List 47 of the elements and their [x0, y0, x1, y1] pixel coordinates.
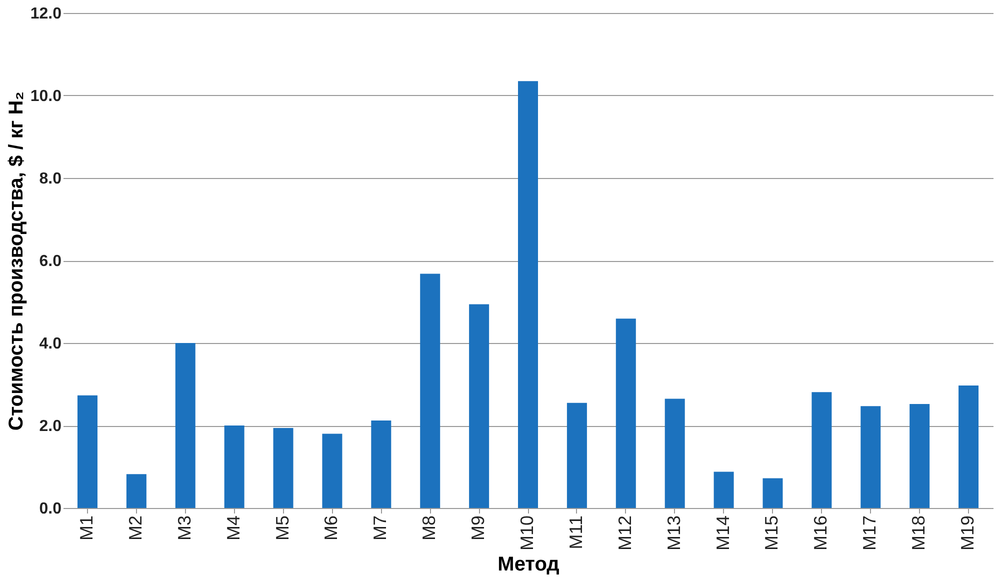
x-tick-label: M19 [958, 516, 978, 551]
x-tick-label: M5 [272, 516, 292, 541]
x-tick-label: M12 [614, 516, 635, 551]
bar [762, 478, 783, 508]
bar [175, 343, 196, 508]
x-tick-label: M6 [321, 516, 342, 541]
x-tick-label: M11 [566, 516, 586, 550]
bar [420, 274, 440, 508]
bar [224, 426, 244, 508]
bar [812, 392, 832, 508]
bar [273, 428, 294, 508]
bar [469, 304, 490, 508]
y-tick-label: 10.0 [30, 88, 62, 105]
y-tick-label: 6.0 [39, 253, 62, 270]
x-tick-label: M18 [908, 516, 929, 551]
x-tick-label: M7 [370, 516, 390, 541]
x-tick-label: M8 [419, 516, 440, 541]
x-tick-label: M9 [468, 516, 488, 541]
bar [126, 474, 146, 508]
y-tick-label: 2.0 [39, 418, 62, 435]
bar [566, 402, 587, 508]
x-tick-label: M10 [517, 516, 537, 551]
bar [714, 472, 734, 508]
x-tick-label: M17 [860, 516, 880, 551]
y-axis-title: Стоимость производства, $ / кг H₂ [5, 91, 28, 431]
y-tick-label: 8.0 [39, 170, 62, 188]
bar [664, 398, 685, 508]
x-axis-title: Метод [498, 554, 560, 576]
x-tick-label: M3 [174, 516, 194, 541]
x-tick-label: M13 [664, 516, 684, 551]
bar [860, 406, 881, 508]
y-tick-label: 0.0 [39, 500, 62, 518]
x-tick-label: M15 [762, 516, 782, 551]
bar [322, 434, 342, 508]
bar [518, 81, 538, 508]
x-tick-label: M4 [223, 516, 244, 541]
bar [77, 395, 98, 508]
bar [371, 420, 392, 508]
x-tick-label: M1 [76, 516, 96, 541]
bar [616, 318, 636, 508]
x-tick-label: M14 [712, 516, 733, 551]
x-tick-label: M2 [125, 516, 146, 541]
bar [958, 385, 979, 508]
x-tick-label: M16 [810, 516, 831, 551]
y-tick-label: 12.0 [30, 6, 62, 22]
bar [910, 404, 930, 508]
y-tick-label: 4.0 [39, 336, 62, 352]
